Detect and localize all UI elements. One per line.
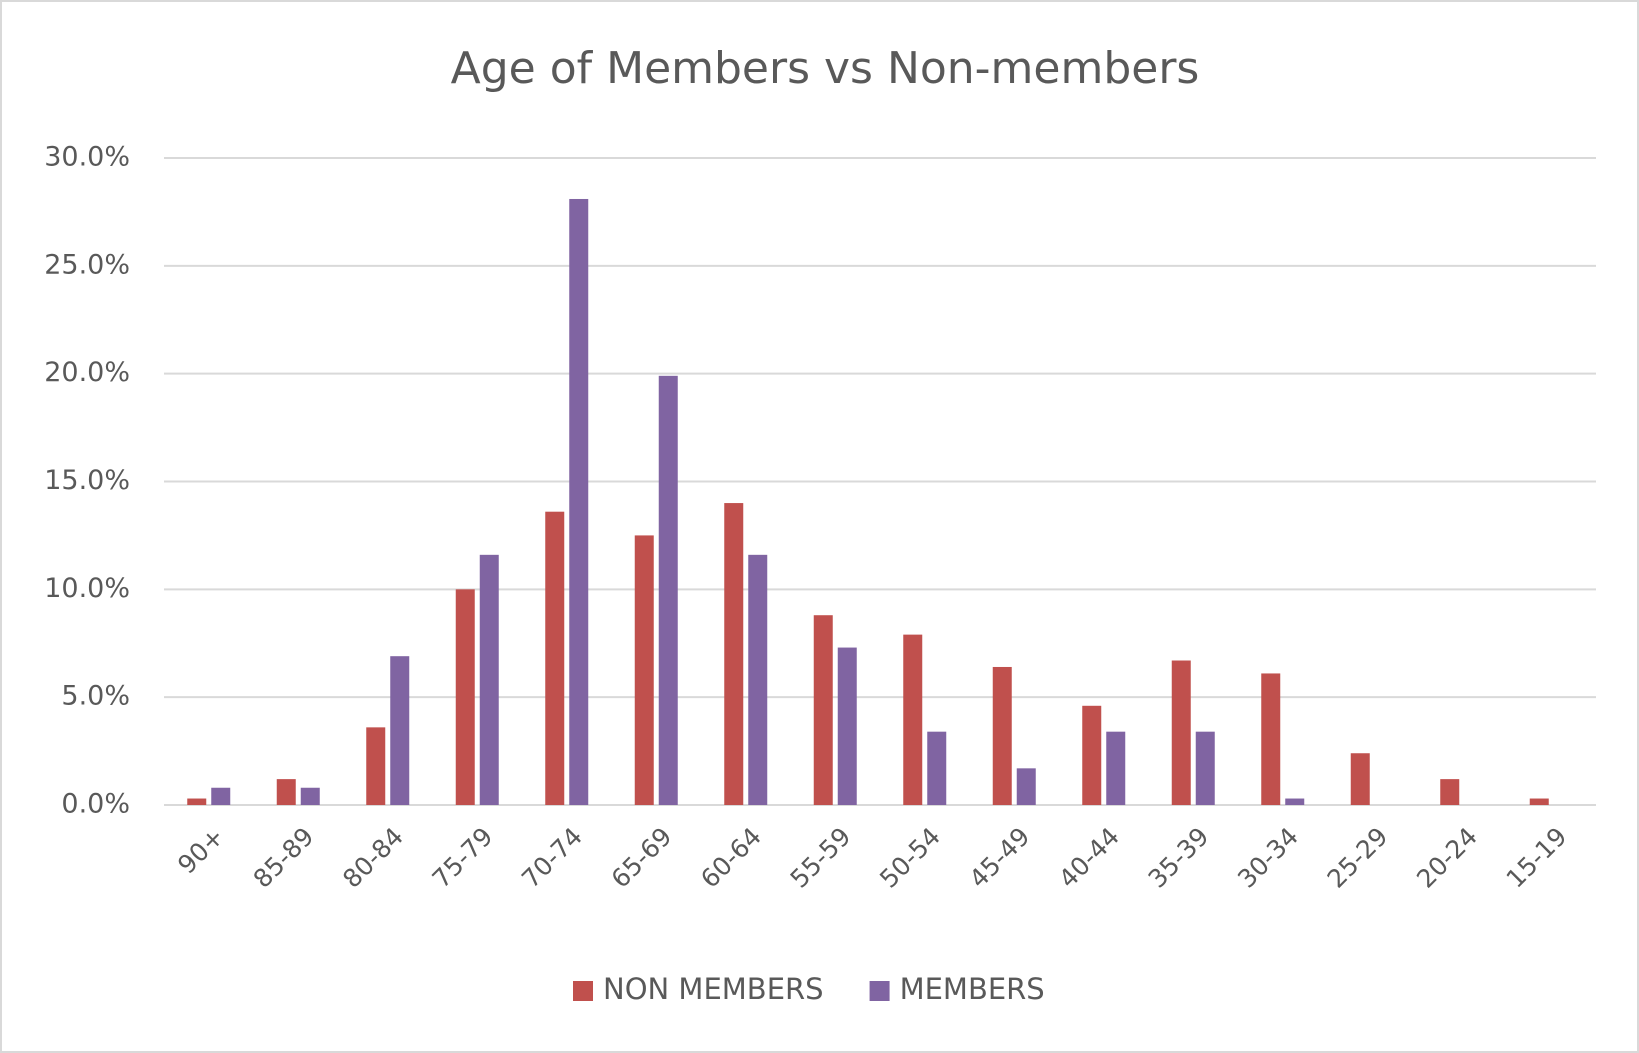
bar [366, 727, 386, 805]
y-tick-label: 15.0% [44, 465, 130, 496]
bar [1106, 731, 1126, 805]
bar [658, 375, 678, 805]
bar [1261, 673, 1281, 805]
bar [300, 787, 320, 805]
bar [1016, 768, 1036, 805]
bar [837, 647, 857, 805]
y-tick-label: 20.0% [44, 357, 130, 388]
bar [748, 554, 768, 805]
y-tick-label: 5.0% [61, 681, 130, 712]
bar [479, 554, 499, 805]
bar [634, 535, 654, 805]
bar [1440, 779, 1460, 805]
chart-title: Age of Members vs Non-members [451, 43, 1200, 94]
bar [1195, 731, 1215, 805]
legend-swatch [869, 981, 890, 1001]
bar [1082, 705, 1102, 805]
bar [390, 656, 410, 805]
bar [1529, 798, 1549, 805]
bar [211, 787, 231, 805]
bar [276, 779, 296, 805]
y-tick-label: 25.0% [44, 249, 130, 280]
y-tick-label: 0.0% [61, 789, 130, 820]
legend-swatch [573, 981, 593, 1001]
y-tick-label: 10.0% [44, 573, 130, 604]
bar [1171, 660, 1191, 805]
y-tick-label: 30.0% [44, 142, 130, 173]
bar [455, 589, 475, 805]
bar [545, 511, 565, 805]
bar [569, 198, 589, 805]
bar [1285, 798, 1305, 805]
bar [1350, 753, 1370, 805]
bar [903, 634, 923, 805]
bar [992, 666, 1012, 805]
legend-label: NON MEMBERS [603, 972, 824, 1006]
bar [813, 615, 833, 805]
legend-label: MEMBERS [900, 972, 1045, 1006]
bar [724, 503, 744, 805]
bar [187, 798, 207, 805]
bar [927, 731, 947, 805]
